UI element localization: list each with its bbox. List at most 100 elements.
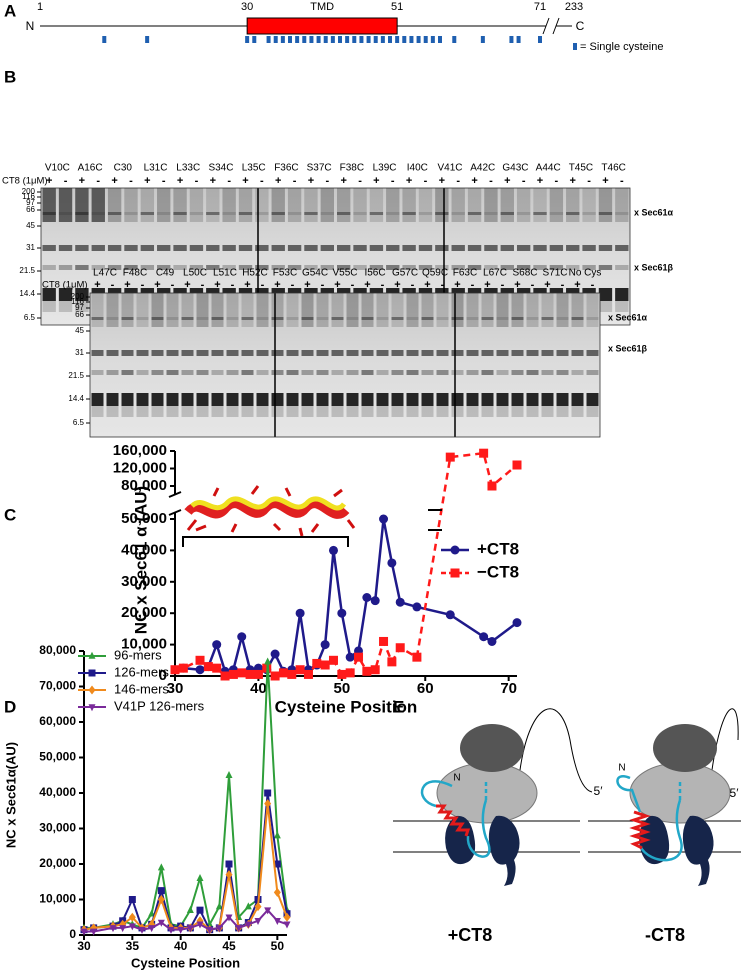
gel-band: [353, 245, 367, 251]
treatment-label: -: [96, 175, 100, 187]
small-subunit: [653, 724, 717, 772]
gel-band: [91, 393, 104, 406]
gel-band: [451, 265, 465, 270]
legend-marker: [88, 685, 96, 695]
gel-band: [481, 393, 494, 406]
data-point: [295, 608, 305, 618]
treatment-label: -: [231, 279, 235, 291]
cysteine-mark: [480, 36, 485, 43]
lane-label: F48C: [123, 268, 147, 279]
gel-band: [287, 265, 302, 270]
legend-label: 96-mers: [114, 647, 162, 662]
gel-band: [58, 288, 73, 301]
gel-band: [316, 350, 329, 356]
legend-label: 126-mers: [114, 664, 169, 679]
treatment-title: CT8 (1μM): [2, 176, 48, 187]
gel-band: [435, 212, 449, 215]
data-point: [362, 593, 372, 602]
gel-band: [91, 293, 104, 327]
gel-band: [301, 393, 314, 406]
gel-band: [106, 317, 119, 320]
gel-band: [42, 288, 56, 301]
marker-label: 97: [75, 303, 84, 312]
data-point: [237, 668, 247, 678]
gel-band: [222, 265, 236, 270]
data-point: [370, 665, 380, 675]
gel-band: [157, 265, 171, 270]
cysteine-mark: [316, 36, 321, 43]
gel-band: [121, 393, 134, 406]
x-tick-label: 40: [174, 939, 188, 953]
gel-band: [598, 245, 613, 251]
mrna-end-label: 5′: [594, 784, 604, 798]
data-point: [215, 902, 223, 910]
gel-band: [124, 188, 138, 222]
treatment-label: -: [501, 279, 505, 291]
lane-label: C49: [156, 268, 175, 279]
gel-band: [124, 212, 138, 215]
data-point: [273, 860, 281, 868]
gel-band: [571, 350, 584, 356]
lane-label: L31C: [144, 163, 168, 174]
gel-band: [500, 188, 514, 222]
residue-label: 233: [565, 1, 583, 13]
gel-band: [222, 212, 236, 215]
cysteine-mark: [280, 36, 285, 43]
gel-band: [271, 265, 285, 270]
lane-label: L51C: [213, 268, 237, 279]
gel-band: [136, 350, 149, 356]
data-point: [157, 887, 165, 895]
y-tick-label: 120,000: [113, 459, 167, 476]
data-point: [512, 618, 522, 628]
data-point: [254, 902, 262, 912]
helix-ribbon: [184, 499, 350, 519]
gel-band: [337, 212, 351, 215]
gel-band: [157, 212, 171, 215]
gel-band: [271, 406, 284, 417]
treatment-label: -: [111, 279, 115, 291]
gel-band: [516, 212, 531, 215]
gel-band: [556, 393, 569, 406]
treatment-label: +: [394, 279, 400, 291]
gel-band: [391, 317, 404, 320]
marker-label: 21.5: [19, 266, 35, 275]
gel-band: [406, 293, 419, 327]
gel-band: [286, 393, 299, 406]
gel-band: [331, 317, 344, 320]
gel-band: [549, 188, 564, 222]
tmd-label: TMD: [310, 1, 334, 13]
lane-label: V55C: [332, 268, 357, 279]
y-tick-label: 40,000: [121, 541, 167, 558]
treatment-label: +: [602, 175, 608, 187]
gel-band: [526, 370, 539, 375]
gel-band: [91, 406, 104, 417]
gel-band: [361, 317, 374, 320]
data-point: [379, 636, 389, 646]
treatment-label: +: [537, 175, 543, 187]
gel-band: [467, 245, 482, 251]
gel-band: [256, 350, 269, 356]
gel-band: [166, 350, 179, 356]
gel-band: [556, 317, 569, 320]
cysteine-mark: [345, 36, 350, 43]
residue-label: 51: [391, 1, 403, 13]
lane-label: T46C: [601, 163, 625, 174]
translocon: [639, 815, 670, 865]
treatment-label: -: [424, 175, 428, 187]
gel-band: [421, 406, 434, 417]
treatment-label: -: [522, 175, 526, 187]
gel-band: [151, 350, 164, 356]
data-point: [220, 671, 230, 681]
marker-label: 45: [26, 221, 35, 230]
gel-band: [496, 293, 509, 327]
gel-band: [598, 265, 613, 270]
gel-band: [196, 406, 209, 417]
treatment-label: -: [171, 279, 175, 291]
gel-band: [346, 293, 359, 327]
gel-band: [466, 370, 479, 375]
gel-band: [151, 406, 164, 417]
gel-band: [136, 293, 149, 327]
data-point: [90, 928, 98, 936]
gel-band: [598, 188, 613, 222]
gel-band: [346, 350, 359, 356]
